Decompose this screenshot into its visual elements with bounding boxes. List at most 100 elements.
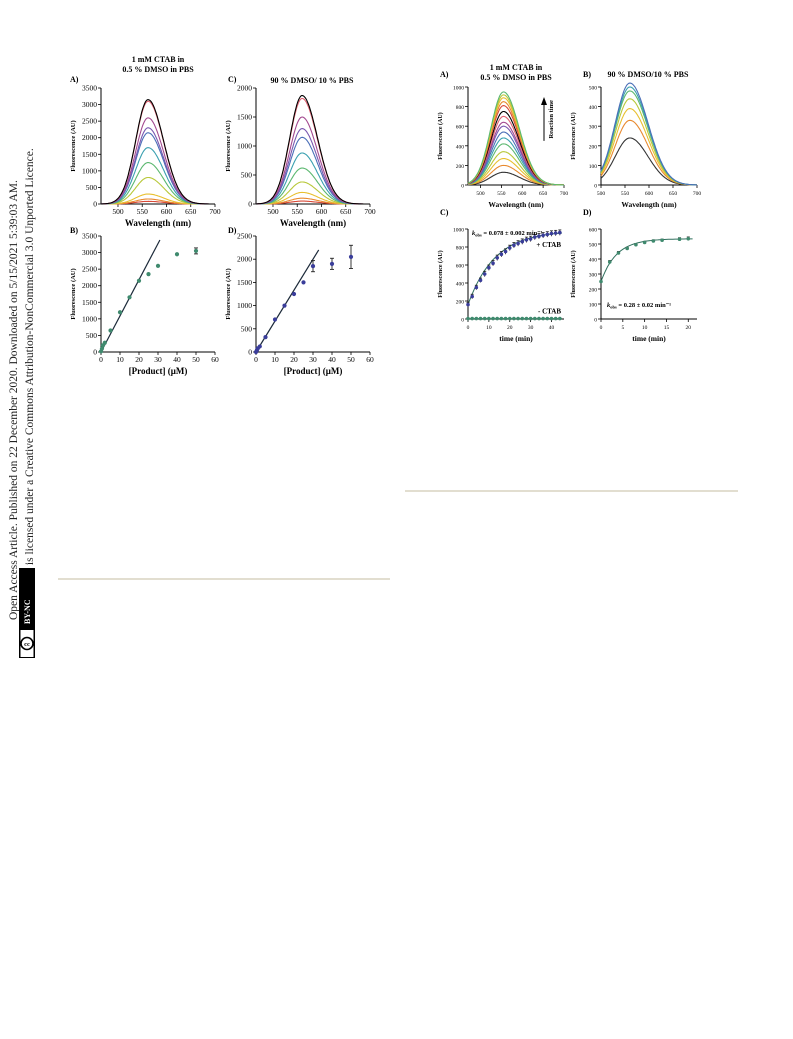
data-point — [516, 241, 520, 246]
svg-text:cc: cc — [24, 641, 30, 648]
data-point — [507, 246, 512, 250]
margin-line-2: This article is licensed under a Creativ… — [24, 148, 36, 620]
data-point — [329, 261, 335, 266]
data-point — [532, 235, 537, 239]
x-tick-label: 650 — [340, 207, 352, 216]
x-tick-label: 0 — [99, 355, 103, 364]
y-tick-label: 0 — [461, 318, 464, 324]
x-tick-label: 20 — [290, 355, 298, 364]
spectrum-curve — [101, 99, 215, 205]
y-axis-label: Fluorescence (AU) — [570, 250, 577, 297]
data-point — [495, 316, 500, 321]
x-tick-label: 500 — [597, 191, 606, 197]
y-tick-label: 2500 — [237, 232, 252, 241]
y-tick-label: 500 — [241, 324, 253, 333]
panel-title: 1 mM CTAB in 0.5 % DMSO in PBS — [122, 55, 194, 74]
y-tick-label: 300 — [589, 125, 598, 131]
x-axis-label: [Product] (μM) — [284, 366, 343, 376]
x-tick-label: 20 — [135, 355, 143, 364]
x-tick-label: 700 — [560, 191, 569, 197]
x-tick-label: 550 — [497, 191, 506, 197]
y-tick-label: 600 — [589, 228, 598, 234]
x-tick-label: 10 — [116, 355, 124, 364]
kobs-annotation: kobs = 0.078 ± 0.002 min⁻¹ — [472, 230, 543, 238]
data-point — [136, 278, 142, 283]
y-tick-label: 1000 — [237, 142, 252, 151]
panel-title-line: 90 % DMSO/10 % PBS — [608, 70, 689, 79]
x-tick-label: 0 — [600, 325, 603, 331]
x-tick-label: 40 — [549, 325, 555, 331]
data-point — [537, 234, 541, 238]
panel-right-A: A) 1 mM CTAB in 0.5 % DMSO in PBS 500 550 600… — [437, 63, 568, 209]
panel-title: 90 % DMSO/10 % PBS — [608, 70, 689, 79]
y-tick-label: 1000 — [237, 301, 252, 310]
data-point — [686, 236, 691, 241]
x-tick-label: 700 — [693, 191, 702, 197]
x-tick-label: 550 — [137, 207, 149, 216]
x-axis-label: time (min) — [499, 334, 533, 343]
spectrum-curve — [256, 128, 370, 205]
x-tick-label: 50 — [347, 355, 355, 364]
data-point — [532, 316, 537, 321]
y-tick-label: 0 — [248, 348, 252, 357]
data-point — [466, 316, 470, 321]
x-tick-label: 600 — [645, 191, 654, 197]
data-point — [291, 291, 297, 297]
y-tick-label: 1000 — [453, 86, 464, 92]
data-point — [512, 316, 516, 321]
cc-icon: cc — [20, 636, 34, 651]
x-tick-label: 15 — [664, 325, 670, 331]
y-tick-label: 500 — [86, 331, 98, 340]
data-point — [263, 335, 268, 340]
x-axis-label: Wavelength (nm) — [621, 200, 677, 209]
data-point — [503, 316, 508, 321]
y-tick-label: 100 — [589, 164, 598, 170]
data-point — [512, 243, 516, 247]
x-axis-label: Wavelength (nm) — [280, 218, 346, 228]
y-tick-label: 800 — [456, 246, 465, 252]
margin-line-1: Open Access Article. Published on 22 Dec… — [8, 180, 20, 620]
kobs-annotation: kobs = 0.28 ± 0.02 min⁻¹ — [607, 302, 671, 310]
y-tick-label: 3500 — [82, 84, 97, 93]
panel-title-line: 1 mM CTAB in — [132, 55, 185, 64]
x-tick-label: 0 — [467, 325, 470, 331]
x-tick-label: 10 — [642, 325, 648, 331]
panel-left-C: C) 90 % DMSO/ 10 % PBS 500 550 600 650 700 0 500… — [225, 75, 376, 228]
y-axis-label: Fluorescence (AU) — [570, 112, 577, 159]
panel-title-line: 0.5 % DMSO in PBS — [480, 73, 552, 82]
y-tick-label: 0 — [461, 184, 464, 190]
cc-license-badge[interactable]: cc BY-NC — [19, 568, 35, 658]
data-point — [545, 316, 550, 321]
reaction-time-label: Reaction time — [548, 100, 555, 139]
y-tick-label: 0 — [594, 184, 597, 190]
arrow-head — [541, 97, 547, 105]
x-tick-label: 30 — [309, 355, 317, 364]
data-point — [520, 316, 525, 321]
data-point — [537, 316, 541, 321]
y-tick-label: 300 — [589, 273, 598, 279]
data-point — [102, 340, 107, 345]
y-tick-label: 2500 — [82, 265, 97, 274]
data-point — [520, 239, 525, 244]
y-tick-label: 200 — [589, 144, 598, 150]
margin-text-svg: Open Access Article. Published on 22 Dec… — [8, 148, 36, 620]
data-point — [599, 279, 603, 284]
margin-notice: Open Access Article. Published on 22 Dec… — [0, 0, 40, 1039]
x-tick-label: 650 — [185, 207, 197, 216]
y-tick-label: 2000 — [237, 255, 252, 264]
spectrum-curve — [101, 127, 215, 205]
y-tick-label: 200 — [589, 288, 598, 294]
panel-right-B: B) 90 % DMSO/10 % PBS 500 550 600 650 700 0 100 2… — [570, 70, 701, 209]
data-point — [616, 251, 621, 255]
kobs-k: k — [472, 230, 476, 237]
data-point — [553, 231, 558, 235]
data-point — [528, 316, 533, 321]
panel-title: 1 mM CTAB in 0.5 % DMSO in PBS — [480, 63, 552, 82]
y-tick-label: 100 — [589, 303, 598, 309]
data-point — [516, 316, 520, 321]
data-point — [499, 316, 504, 321]
y-tick-label: 1000 — [453, 228, 464, 234]
data-point — [257, 344, 262, 349]
kobs-sub: obs — [475, 233, 482, 238]
panel-title: 90 % DMSO/ 10 % PBS — [271, 76, 354, 85]
